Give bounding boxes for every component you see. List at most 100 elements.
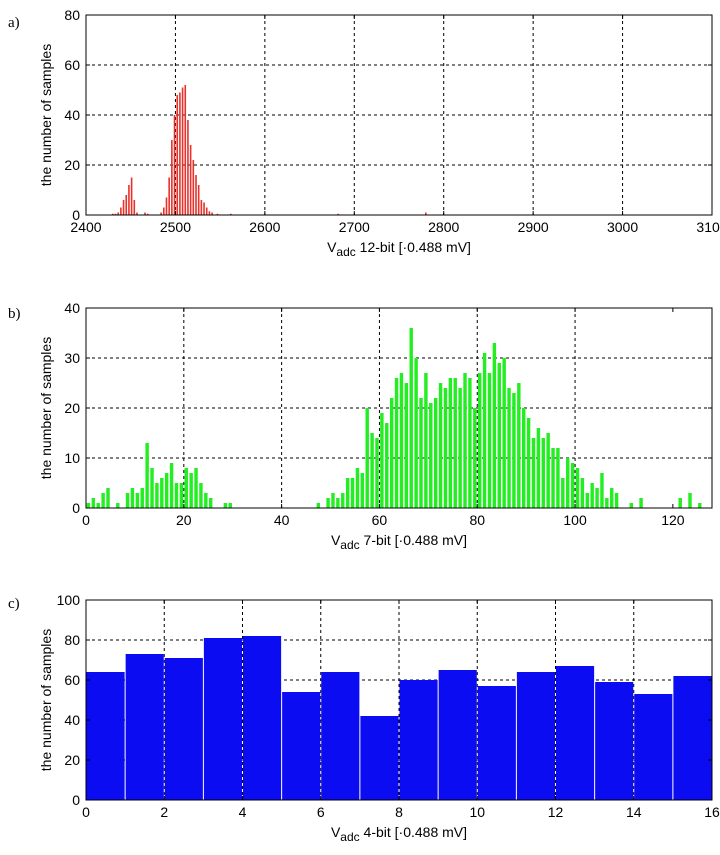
bar — [228, 503, 232, 508]
bar — [160, 478, 164, 508]
y-axis-label: the number of samples — [38, 44, 54, 186]
bar — [512, 393, 516, 508]
bar — [331, 493, 335, 508]
y-tick-label: 40 — [64, 712, 80, 728]
bar — [375, 438, 379, 508]
bar — [116, 503, 120, 508]
bar — [171, 140, 173, 215]
bar — [125, 654, 164, 800]
y-tick-label: 80 — [64, 632, 80, 648]
bar — [355, 468, 360, 508]
bar — [140, 488, 144, 508]
bar — [595, 682, 634, 800]
bar-series — [112, 85, 427, 215]
bar — [86, 672, 125, 800]
bar — [101, 493, 105, 508]
bar — [230, 213, 232, 215]
bar — [399, 680, 438, 800]
bar — [610, 488, 614, 508]
bar — [194, 468, 198, 508]
bar — [424, 373, 428, 508]
bar — [205, 207, 208, 215]
bar — [192, 160, 195, 215]
bar — [477, 373, 482, 508]
x-tick-label: 2 — [160, 804, 168, 820]
bar — [605, 498, 609, 508]
bar — [203, 638, 243, 800]
bar — [345, 478, 350, 508]
y-tick-label: 60 — [64, 57, 80, 73]
bar — [389, 398, 394, 508]
bar-series — [86, 328, 702, 508]
bar — [522, 408, 526, 508]
bar — [546, 433, 550, 508]
bar — [125, 195, 128, 215]
bar — [199, 483, 203, 508]
bar — [614, 493, 619, 508]
bar — [336, 498, 340, 508]
bar — [174, 483, 179, 508]
bar — [639, 498, 643, 508]
bar — [176, 95, 179, 215]
bar — [184, 468, 188, 508]
x-tick-label: 2700 — [339, 219, 370, 235]
bar — [164, 473, 169, 508]
y-tick-label: 0 — [72, 792, 80, 808]
bar — [492, 343, 497, 508]
bar — [187, 120, 189, 215]
x-tick-label: 4 — [239, 804, 247, 820]
bar — [173, 115, 176, 215]
bar — [122, 200, 125, 215]
bar — [164, 658, 203, 800]
bar — [473, 408, 477, 508]
bar — [482, 353, 487, 508]
bar — [165, 197, 168, 215]
bar — [160, 212, 162, 215]
bar — [425, 212, 427, 215]
bar — [86, 503, 91, 508]
bar — [394, 378, 399, 508]
x-tick-label: 60 — [372, 512, 388, 528]
bar — [321, 672, 360, 800]
x-axis-label-subscript: adc — [340, 538, 359, 552]
x-axis-label-subscript: adc — [340, 830, 359, 844]
x-tick-label: 20 — [176, 512, 192, 528]
bar — [531, 438, 536, 508]
y-tick-label: 0 — [72, 500, 80, 516]
y-tick-label: 20 — [64, 157, 80, 173]
panel-label: c) — [8, 596, 20, 612]
bar — [316, 503, 321, 508]
bar — [125, 493, 130, 508]
x-tick-label: 2600 — [249, 219, 280, 235]
bar — [634, 694, 673, 800]
x-tick-label: 14 — [626, 804, 642, 820]
bar — [502, 358, 506, 508]
bar — [541, 438, 545, 508]
bar — [106, 488, 110, 508]
bar — [360, 473, 365, 508]
bar — [114, 213, 117, 215]
x-tick-label: 6 — [317, 804, 325, 820]
y-axis-label: the number of samples — [38, 629, 54, 771]
bar — [203, 202, 205, 215]
x-axis-label: Vadc 7-bit [·0.488 mV] — [331, 532, 467, 552]
bar — [463, 373, 467, 508]
x-axis-label-unit: 7-bit [·0.488 mV] — [360, 532, 467, 548]
bar — [163, 207, 165, 215]
x-tick-label: 10 — [469, 804, 485, 820]
bar — [195, 175, 197, 215]
x-tick-label: 8 — [395, 804, 403, 820]
bar — [117, 212, 119, 215]
bar — [399, 373, 404, 508]
bar — [477, 686, 516, 800]
y-tick-label: 20 — [64, 752, 80, 768]
bar — [561, 478, 565, 508]
bar — [468, 378, 472, 508]
bar — [155, 483, 159, 508]
bar-series — [86, 636, 712, 800]
bar — [282, 692, 321, 800]
bar — [197, 185, 200, 215]
bar — [216, 213, 219, 215]
bar — [144, 212, 146, 215]
